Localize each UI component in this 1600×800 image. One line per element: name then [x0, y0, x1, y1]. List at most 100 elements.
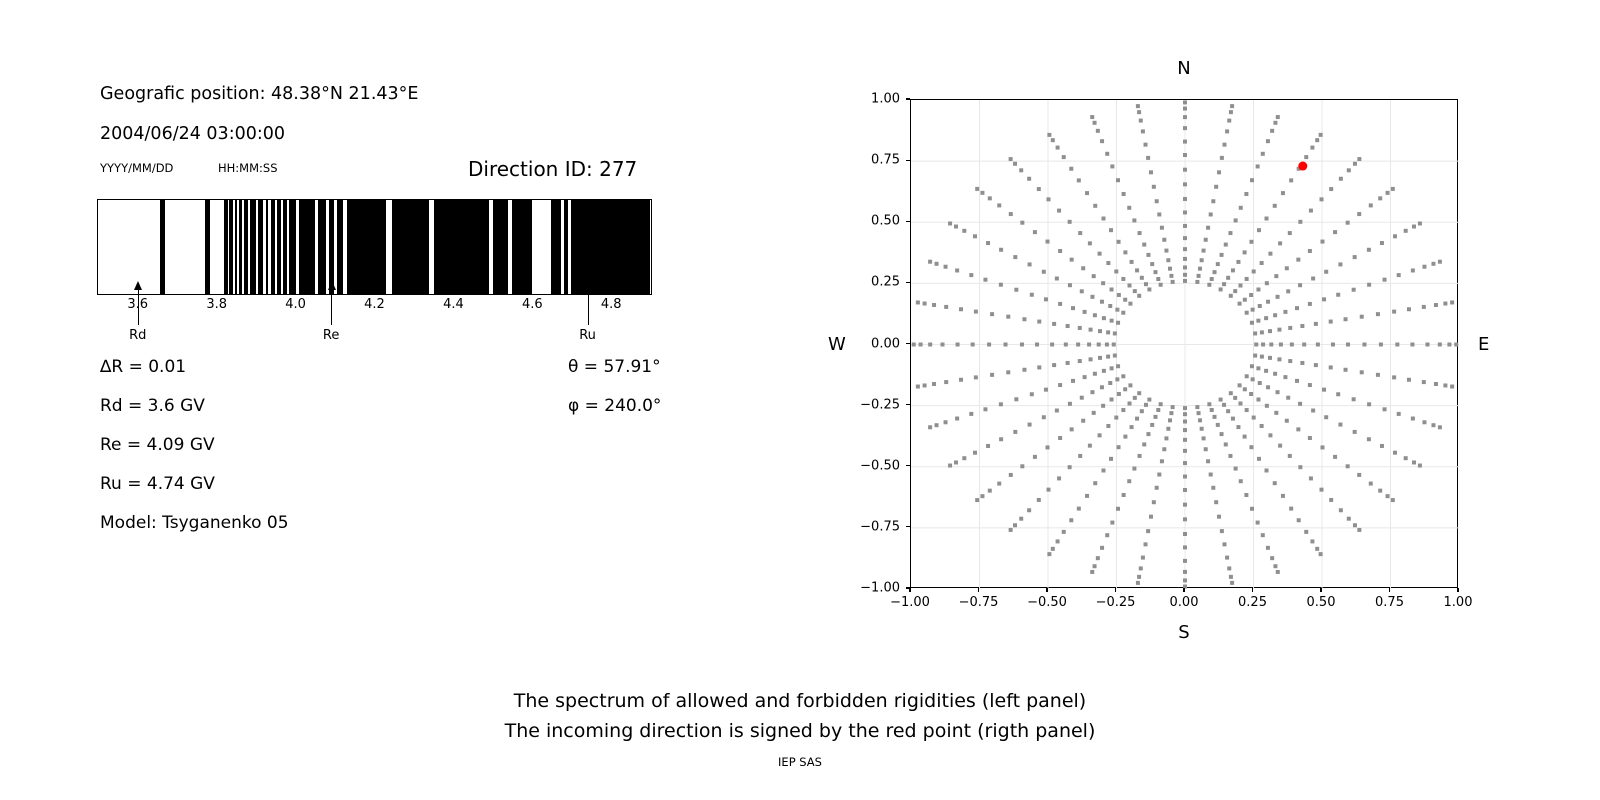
direction-point: [1137, 574, 1142, 579]
direction-point: [1395, 342, 1400, 347]
direction-point: [1264, 281, 1269, 286]
direction-point: [1238, 283, 1243, 288]
direction-point: [1208, 472, 1213, 477]
direction-point: [1069, 257, 1074, 262]
direction-point: [1183, 558, 1187, 563]
direction-point: [1109, 366, 1114, 371]
direction-point: [1110, 164, 1115, 169]
direction-point: [1357, 527, 1362, 532]
marker-label-ru: Ru: [579, 328, 596, 343]
direction-point: [915, 300, 920, 305]
direction-point: [1226, 409, 1231, 414]
direction-point: [1099, 299, 1104, 304]
direction-point: [1154, 485, 1159, 490]
direction-point: [1092, 564, 1097, 569]
direction-point: [1091, 274, 1096, 279]
direction-point: [1132, 289, 1137, 294]
direction-point: [1183, 236, 1187, 241]
direction-point: [1100, 139, 1105, 144]
direction-point: [1250, 307, 1255, 312]
direction-point: [1275, 390, 1280, 395]
direction-point: [1166, 258, 1171, 263]
direction-point: [1249, 364, 1254, 369]
direction-point: [1183, 584, 1187, 589]
direction-point: [997, 203, 1002, 208]
direction-point: [1286, 289, 1291, 294]
direction-point: [1070, 378, 1075, 383]
direction-point: [1078, 453, 1083, 458]
direction-point: [1266, 385, 1271, 390]
direction-point: [997, 481, 1002, 486]
direction-point: [1137, 453, 1142, 458]
x-tick-label: −0.25: [1095, 595, 1136, 610]
direction-point: [1041, 269, 1046, 274]
direction-point: [1196, 273, 1201, 278]
forbidden-band: [434, 200, 489, 294]
direction-point: [1183, 256, 1187, 261]
direction-sky-plot-panel: N S W E −1.00 −0.75 −0.50 −0.25 0.00 0.25 0.50…: [800, 0, 1600, 660]
direction-point: [1264, 468, 1269, 473]
direction-point: [1121, 310, 1126, 315]
compass-label-west: W: [828, 334, 846, 355]
direction-point: [1260, 151, 1265, 156]
direction-point: [1101, 468, 1106, 473]
direction-point: [1104, 342, 1109, 347]
direction-point: [1183, 106, 1187, 111]
direction-point: [975, 186, 980, 191]
direction-point: [1264, 368, 1269, 373]
direction-point: [1150, 262, 1155, 267]
direction-point: [1077, 325, 1082, 330]
forbidden-band: [346, 200, 386, 294]
direction-point: [987, 488, 992, 493]
direction-point: [1242, 250, 1247, 255]
direction-point: [1019, 516, 1024, 521]
forbidden-band: [239, 200, 243, 294]
marker-label-re: Re: [322, 328, 340, 343]
direction-point: [987, 342, 992, 347]
direction-point: [1392, 309, 1397, 314]
x-tickmark: [909, 588, 911, 592]
direction-point: [1393, 234, 1398, 239]
direction-point: [1032, 230, 1037, 235]
y-tick-label: 1.00: [871, 91, 900, 107]
direction-point: [1433, 381, 1438, 386]
direction-point: [1183, 428, 1187, 433]
direction-point: [959, 307, 964, 312]
direction-point: [1006, 314, 1011, 319]
direction-point: [1396, 273, 1401, 278]
direction-point: [955, 342, 960, 347]
direction-point: [1275, 115, 1280, 120]
direction-point: [1304, 155, 1309, 160]
direction-point: [1092, 313, 1097, 318]
direction-point: [1366, 437, 1371, 442]
direction-point: [1328, 365, 1333, 370]
direction-point: [1225, 129, 1230, 134]
direction-point: [1121, 192, 1126, 197]
direction-point: [1085, 493, 1090, 498]
direction-point: [1197, 266, 1202, 271]
direction-point: [1159, 459, 1164, 464]
direction-point: [1215, 422, 1220, 427]
direction-point: [1076, 506, 1081, 511]
direction-point: [1219, 529, 1224, 534]
direction-point: [1345, 220, 1350, 225]
direction-point: [1087, 443, 1092, 448]
direction-point: [1159, 225, 1164, 230]
direction-point: [1385, 494, 1390, 499]
direction-point: [1158, 402, 1163, 407]
rigidity-spectrum-chart: [97, 199, 652, 295]
direction-point: [1151, 184, 1156, 189]
direction-point: [1242, 297, 1247, 302]
direction-point: [1148, 514, 1153, 519]
direction-point: [1183, 278, 1187, 283]
direction-point: [1236, 259, 1241, 264]
datetime-label: 2004/06/24 03:00:00: [100, 124, 286, 144]
direction-point: [1256, 228, 1261, 233]
direction-point: [1233, 466, 1238, 471]
direction-point: [975, 498, 980, 503]
param-ru: Ru = 4.74 GV: [100, 474, 215, 494]
direction-point: [1296, 257, 1301, 262]
direction-point: [1079, 395, 1084, 400]
direction-point: [999, 437, 1004, 442]
x-tick-label: −0.50: [1027, 595, 1067, 610]
